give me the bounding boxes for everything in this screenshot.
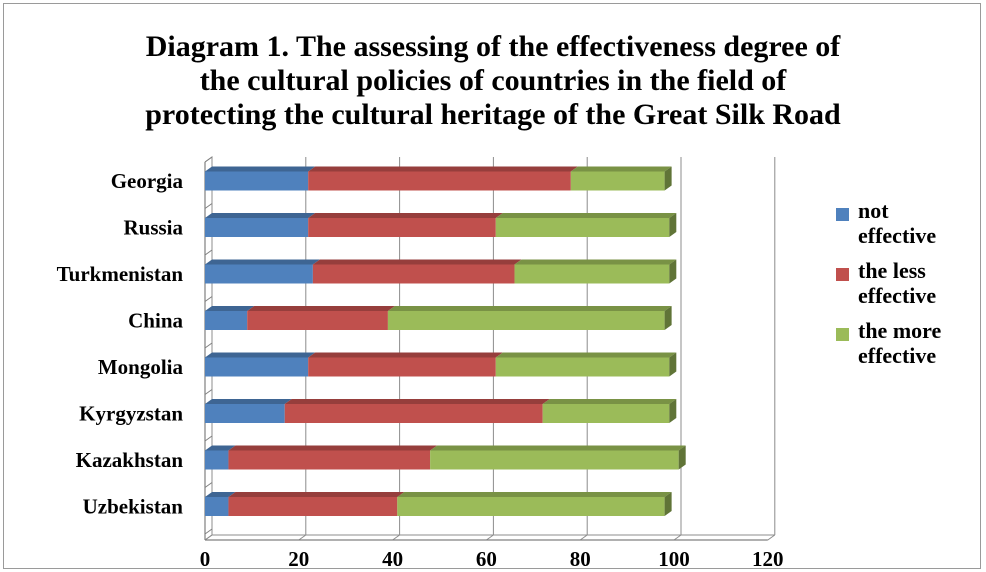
legend-item-more-effective: the more effective — [836, 318, 986, 368]
x-tick-label-40: 40 — [382, 547, 403, 571]
y-tick-mark-2 — [204, 249, 213, 256]
legend-item-not-effective: not effective — [836, 198, 986, 248]
legend-label-less-effective-line-1: the less — [858, 258, 926, 283]
legend-swatch-not-effective — [836, 208, 849, 221]
bar-uzbekistan-not-effective — [205, 492, 236, 516]
bar-kyrgyzstan-not-effective — [205, 399, 292, 423]
category-label-russia: Russia — [123, 216, 183, 240]
bar-china-not-effective — [205, 306, 255, 330]
bar-kazakhstan-the-more-effective — [430, 445, 686, 470]
y-tick-mark-0 — [204, 156, 213, 163]
x-tick-labels: 0 20 40 60 80 100 120 — [200, 547, 784, 571]
bar-kazakhstan-the-less-effective — [228, 445, 438, 470]
chart-frame — [3, 3, 981, 569]
bar-turkmenistan-not-effective — [205, 259, 320, 284]
legend-label-not-effective-line-2: effective — [858, 223, 937, 248]
bar-kazakhstan-not-effective — [205, 445, 236, 470]
floor-line-60 — [486, 534, 494, 541]
bar-mongolia-not-effective — [205, 352, 316, 377]
floor-line-80 — [579, 534, 588, 541]
x-tick-label-120: 120 — [752, 547, 784, 571]
bar-turkmenistan-the-more-effective — [514, 259, 677, 284]
bar-uzbekistan-the-more-effective — [397, 492, 672, 516]
bar-turkmenistan-the-less-effective — [312, 259, 522, 284]
y-tick-mark-1 — [204, 203, 213, 209]
bar-georgia-the-less-effective — [308, 166, 578, 191]
x-tick-label-80: 80 — [570, 547, 591, 571]
y-tick-mark-7 — [204, 482, 213, 488]
bar-mongolia-the-more-effective — [495, 352, 677, 377]
legend-label-less-effective-line-2: effective — [858, 283, 937, 308]
legend-label-more-effective-line-1: the more — [858, 318, 942, 343]
legend: not effective the less effective the mor… — [836, 198, 986, 378]
y-tick-mark-6 — [204, 435, 213, 442]
bar-georgia-the-more-effective — [570, 166, 672, 191]
category-label-kazakhstan: Kazakhstan — [76, 448, 184, 472]
category-label-turkmenistan: Turkmenistan — [57, 262, 184, 286]
category-label-china: China — [128, 309, 183, 333]
floor-line-120 — [767, 534, 776, 541]
bar-kyrgyzstan-the-more-effective — [542, 399, 677, 423]
chart-title: Diagram 1. The assessing of the effectiv… — [0, 30, 986, 132]
bar-russia-not-effective — [205, 213, 316, 237]
bar-georgia-not-effective — [205, 166, 316, 191]
y-tick-mark-8 — [204, 528, 213, 535]
bar-kyrgyzstan-the-less-effective — [284, 399, 550, 423]
y-tick-mark-3 — [204, 296, 213, 302]
category-label-uzbekistan: Uzbekistan — [83, 495, 184, 519]
chart-title-line-3: protecting the cultural heritage of the … — [145, 98, 841, 131]
legend-swatch-more-effective — [836, 328, 849, 341]
floor-line-100 — [673, 534, 682, 541]
legend-item-less-effective: the less effective — [836, 258, 986, 308]
bars — [205, 166, 686, 516]
legend-label-not-effective-line-1: not — [858, 198, 889, 223]
bar-mongolia-the-less-effective — [308, 352, 503, 377]
x-tick-label-20: 20 — [288, 547, 309, 571]
chart-title-line-2: the cultural policies of countries in th… — [199, 64, 787, 97]
x-tick-label-0: 0 — [200, 547, 211, 571]
y-tick-mark-5 — [204, 389, 213, 395]
floor-line-20 — [298, 534, 307, 541]
x-tick-label-100: 100 — [658, 547, 690, 571]
x-tick-label-60: 60 — [476, 547, 497, 571]
bar-russia-the-less-effective — [308, 213, 503, 237]
bar-uzbekistan-the-less-effective — [228, 492, 405, 516]
category-label-mongolia: Mongolia — [98, 355, 184, 379]
floor-line-40 — [392, 534, 400, 541]
y-tick-mark-4 — [204, 342, 213, 349]
bar-russia-the-more-effective — [495, 213, 677, 237]
bar-china-the-more-effective — [387, 306, 672, 330]
category-labels: Georgia Russia Turkmenistan China Mongolia Ky… — [57, 169, 184, 519]
legend-swatch-less-effective — [836, 268, 849, 281]
category-label-georgia: Georgia — [111, 169, 184, 193]
chart-title-line-1: Diagram 1. The assessing of the effectiv… — [145, 30, 841, 63]
category-label-kyrgyzstan: Kyrgyzstan — [79, 402, 183, 426]
floor-line-0 — [204, 534, 213, 541]
bar-china-the-less-effective — [247, 306, 395, 330]
legend-label-more-effective-line-2: effective — [858, 343, 937, 368]
